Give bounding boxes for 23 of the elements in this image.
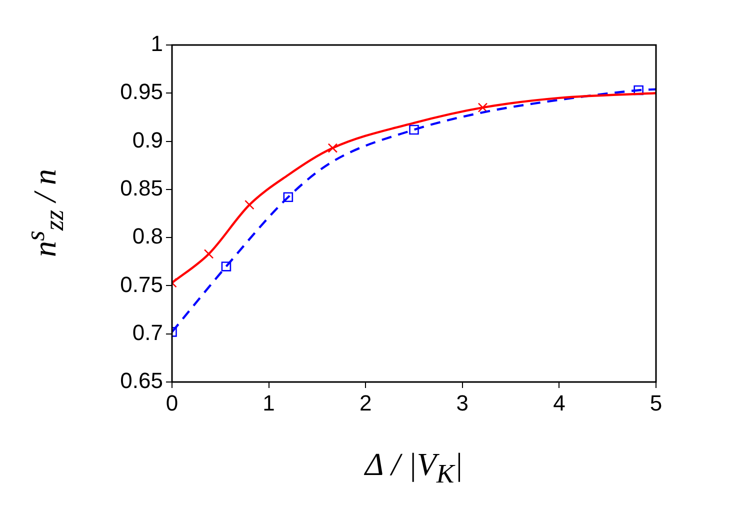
y-tick-label: 0.8: [132, 224, 163, 249]
y-tick-label: 0.95: [120, 79, 163, 104]
point: [204, 249, 214, 259]
point: [478, 102, 488, 112]
y-tick-label: 0.85: [120, 175, 163, 200]
y-tick-label: 1: [150, 31, 163, 56]
y-tick-label: 0.9: [132, 127, 163, 152]
point: [328, 143, 338, 153]
x-tick-label: 4: [553, 390, 566, 416]
point: [409, 124, 419, 135]
y-tick-label: 0.7: [132, 320, 163, 345]
x-axis-title: Δ / |V$_{K}$|: [363, 446, 464, 490]
point: [283, 192, 294, 202]
y-tick-label: 0.75: [120, 272, 163, 297]
x-tick-label: 1: [262, 390, 275, 416]
x-tick-label: 0: [166, 390, 178, 416]
x-tick-label: 5: [650, 390, 662, 416]
point: [221, 262, 232, 272]
x-tick-label: 2: [359, 390, 372, 416]
x-tick-label: 3: [456, 390, 469, 416]
line-series: [172, 92, 656, 284]
y-tick-label: 0.65: [120, 368, 163, 394]
point: [244, 200, 254, 210]
